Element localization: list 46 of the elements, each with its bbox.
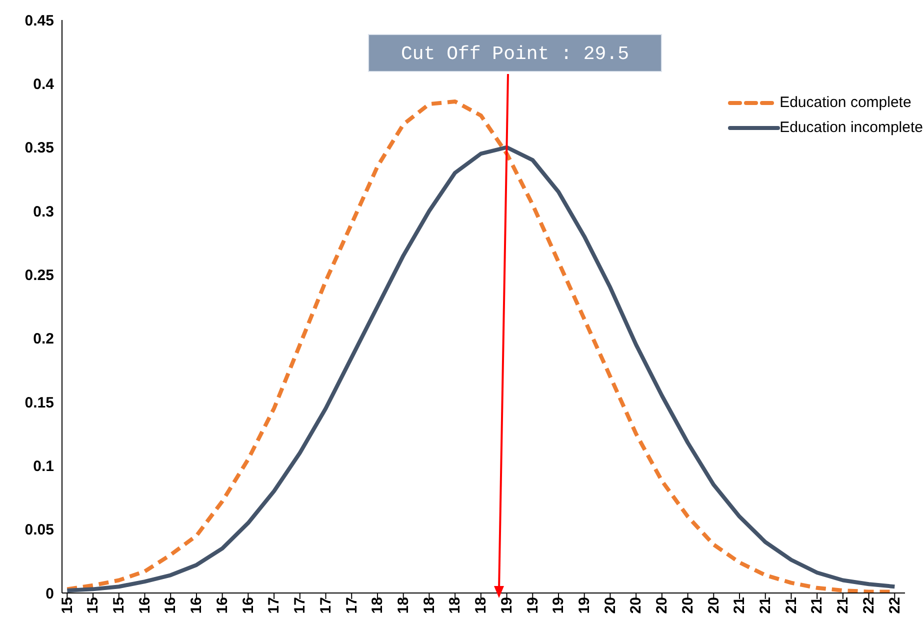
x-tick-label: 17 xyxy=(343,597,360,614)
x-tick-label: 15 xyxy=(110,597,128,614)
y-tick-label: 0.45 xyxy=(24,12,54,30)
x-tick-label: 21 xyxy=(757,597,774,614)
x-tick-label: 20 xyxy=(679,597,696,614)
x-tick-label: 21 xyxy=(808,597,826,614)
x-tick-label: 19 xyxy=(498,597,516,614)
y-tick-label: 0.3 xyxy=(33,203,54,220)
x-tick-label: 15 xyxy=(84,597,102,614)
x-tick-label: 18 xyxy=(394,597,412,614)
y-tick-label: 0.1 xyxy=(33,458,54,475)
y-tick-label: 0 xyxy=(46,585,54,602)
x-tick-label: 17 xyxy=(317,597,334,614)
x-tick-label: 20 xyxy=(705,597,722,614)
x-tick-label: 18 xyxy=(420,597,438,614)
y-tick-label: 0.15 xyxy=(24,394,54,412)
x-tick-label: 15 xyxy=(58,597,76,614)
x-tick-label: 21 xyxy=(834,597,852,614)
x-tick-label: 16 xyxy=(188,597,206,614)
x-tick-label: 16 xyxy=(240,597,257,614)
x-tick-label: 18 xyxy=(446,597,464,614)
x-tick-label: 16 xyxy=(136,597,154,614)
y-tick-label: 0.4 xyxy=(33,76,55,93)
y-tick-label: 0.2 xyxy=(33,330,54,348)
y-tick-label: 0.25 xyxy=(24,266,54,284)
x-tick-label: 17 xyxy=(266,597,283,614)
y-tick-label: 0.05 xyxy=(24,522,54,539)
x-tick-label: 16 xyxy=(162,597,180,614)
x-tick-label: 17 xyxy=(292,597,309,614)
x-tick-label: 21 xyxy=(782,597,800,614)
legend-label: Education incomplete xyxy=(778,119,923,136)
x-tick-label: 20 xyxy=(628,597,645,614)
x-tick-label: 20 xyxy=(654,597,671,614)
y-tick-label: 0.35 xyxy=(24,140,54,157)
label-box: Cut Off Point : 29.5 xyxy=(368,34,662,72)
x-tick-label: 18 xyxy=(369,597,386,614)
x-tick-label: 20 xyxy=(602,597,619,614)
x-tick-label: 18 xyxy=(472,597,490,614)
x-tick-label: 21 xyxy=(731,597,748,614)
x-tick-label: 16 xyxy=(214,597,231,614)
legend-label: Education complete xyxy=(778,94,912,111)
x-tick-label: 22 xyxy=(886,597,904,614)
x-tick-label: 19 xyxy=(524,597,542,614)
x-tick-label: 19 xyxy=(550,597,568,614)
x-tick-label: 19 xyxy=(576,597,593,614)
x-tick-label: 22 xyxy=(860,597,878,614)
